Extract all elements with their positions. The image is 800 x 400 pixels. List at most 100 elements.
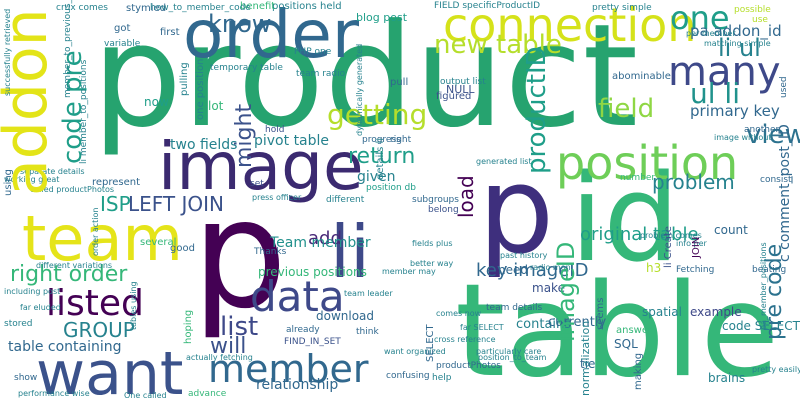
word-called-product: called productPhotos	[30, 185, 115, 194]
word-data: data	[250, 272, 345, 321]
word-figured: figured	[436, 91, 472, 102]
word-might: might	[232, 103, 257, 168]
word-load: load	[454, 175, 478, 218]
word-past-history: past history	[500, 251, 548, 260]
word-thanks: Thanks	[254, 247, 287, 257]
word-another: another	[744, 125, 780, 135]
word-member-to-previous: member_to_previous_positions	[63, 0, 73, 98]
word-represent: represent	[92, 177, 141, 188]
word-different-variations: different variations	[36, 261, 113, 270]
word-want: want	[36, 339, 184, 400]
word-lot: lot	[208, 99, 224, 113]
word-productid: productID	[522, 46, 552, 174]
word-count: count	[714, 223, 748, 237]
word-li: li	[330, 210, 371, 294]
word-far-eluded: far eluded	[20, 303, 61, 312]
word-will: will	[210, 334, 247, 359]
word-id: id	[570, 150, 680, 289]
word-matching-simple: matching simple	[704, 39, 771, 48]
word-team: team	[22, 202, 183, 275]
word-listed: listed	[46, 283, 144, 324]
word-currently: currently	[548, 315, 607, 330]
word-blog-post: blog post	[356, 11, 408, 24]
word-temporary-table: temporary table	[210, 63, 283, 73]
word-make: make	[532, 281, 565, 295]
word-problem: problem	[652, 170, 735, 194]
word-positions-held: positions held	[272, 1, 342, 12]
word-seems: seems	[595, 297, 606, 330]
word-answer: answer	[616, 325, 653, 336]
word-right: right	[390, 135, 412, 145]
word-null: NULL	[446, 83, 475, 96]
word-comes-now: comes now	[436, 309, 482, 318]
word-contains: contains	[516, 317, 572, 332]
word-number: number	[620, 173, 656, 183]
word-good: good	[170, 243, 195, 254]
word-pa-member-positions: pa_member_positions	[759, 242, 768, 330]
word-image-without: image without	[714, 133, 772, 142]
word-li-ul: li ul	[718, 34, 761, 62]
word-different: different	[326, 195, 365, 205]
word-know: know	[208, 10, 272, 38]
word-position: position	[556, 136, 739, 190]
word-li-member-positions: li member_to_positions	[79, 59, 89, 164]
word-field: field	[598, 94, 655, 124]
word-return: return	[348, 144, 416, 169]
word-order-action: order action	[91, 207, 100, 257]
word-team-member: Team member	[270, 235, 371, 251]
word-show: show	[14, 373, 38, 383]
word-cross-reference: cross reference	[434, 335, 496, 344]
word-details-li: details li	[375, 137, 386, 180]
word-table: table	[455, 257, 780, 400]
word-variable: variable	[104, 39, 141, 49]
word-tables-using: tables using	[129, 281, 138, 330]
word-add: add	[308, 228, 342, 249]
word-team-details: team details	[486, 303, 543, 313]
word-join: JOIN	[691, 236, 702, 258]
word-belong: belong	[428, 205, 459, 215]
word-think: think	[356, 327, 379, 337]
word-example: example	[690, 305, 742, 319]
word-progress: progress	[362, 135, 401, 145]
word-better-way: better way	[410, 259, 454, 268]
word-need: need	[498, 263, 528, 277]
word-benefit: benefit	[240, 1, 276, 12]
word-order: order	[183, 0, 359, 73]
word-confusing: confusing	[386, 371, 430, 381]
word-getting: getting	[327, 98, 428, 131]
word-spatial: spatial	[642, 305, 682, 319]
word-li-create: li Create	[663, 226, 674, 268]
word-primary-key: primary key	[690, 102, 780, 120]
word-generated-list: generated list	[476, 157, 532, 166]
word-making: making	[633, 352, 644, 390]
word-stymied: stymied	[126, 3, 167, 14]
word-advance: advance	[188, 389, 227, 399]
word-left-join: LEFT JOIN	[128, 192, 225, 216]
word-help: help	[432, 373, 452, 383]
word-comment-post-id: c comment_post_ID	[777, 124, 793, 262]
word-find-in-set: FIND_IN_SET	[284, 337, 341, 347]
word-fetching: Fetching	[676, 265, 715, 275]
word-team-radio: team radio	[296, 69, 346, 79]
word-connection: connection	[443, 0, 697, 52]
word-consist: consist	[760, 175, 792, 185]
word-team-leader: team leader	[344, 289, 393, 298]
word-member-may: member may	[382, 267, 436, 276]
word-table-containing: table containing	[8, 339, 122, 355]
word-first: first	[160, 27, 180, 38]
word-h3: h3	[646, 261, 662, 275]
word-beating: beating	[752, 265, 787, 275]
word-several: several	[140, 237, 177, 248]
word-p-medium: p	[478, 142, 555, 281]
word-separate: separate details	[20, 167, 85, 176]
word-two-fields: two fields	[170, 137, 238, 153]
word-php-one: PHP one	[294, 47, 332, 57]
word-dynamically: dynamically generated	[355, 43, 364, 136]
word-previous-positions: previous positions	[258, 265, 367, 279]
word-performance-wise: performance wise	[18, 389, 90, 398]
word-list: list	[220, 312, 259, 342]
word-particularly-care: particularly care	[476, 347, 542, 356]
word-field-specific: FIELD specificProductID	[434, 1, 541, 11]
word-using: using	[3, 168, 14, 196]
